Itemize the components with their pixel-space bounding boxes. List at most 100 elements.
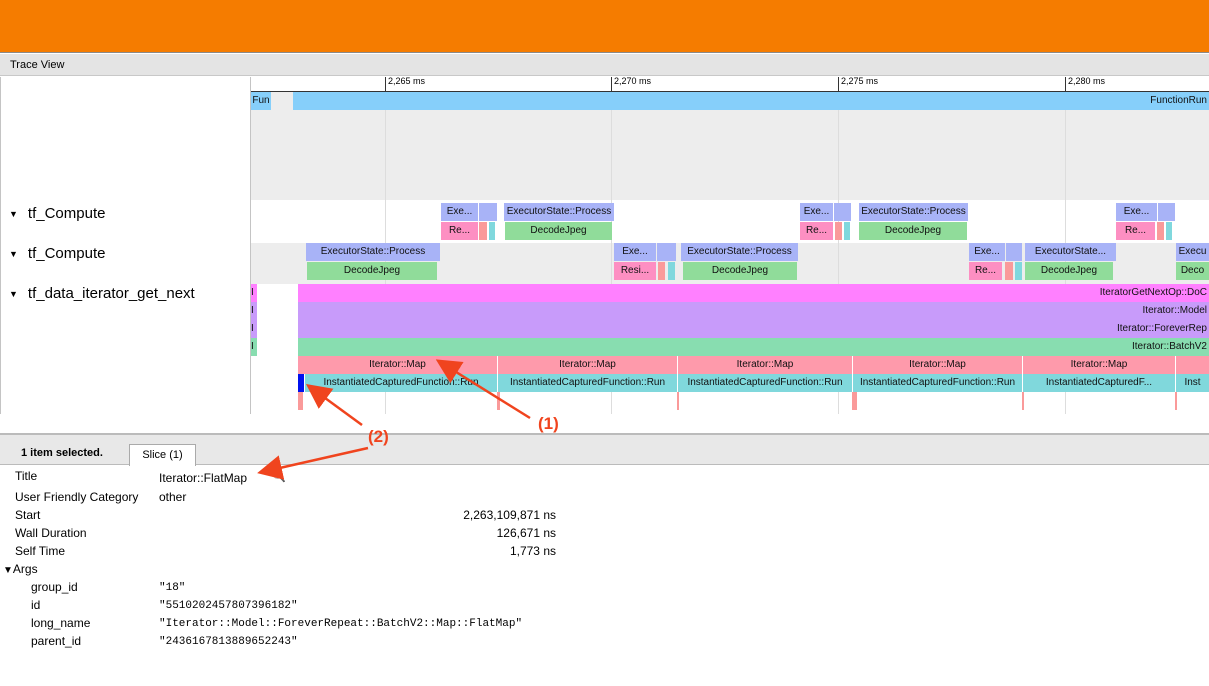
track-label: tf_Compute: [27, 245, 106, 262]
arg-value: "Iterator::Model::ForeverRepeat::BatchV2…: [159, 618, 523, 630]
trace-slice[interactable]: Exe...: [800, 203, 833, 221]
trace-slice[interactable]: InstantiatedCapturedFunction::Run: [498, 374, 677, 392]
time-ruler[interactable]: 2,265 ms 2,270 ms 2,275 ms 2,280 ms: [251, 77, 1209, 92]
app-header-bar: [0, 0, 1209, 53]
track-tf-compute-1[interactable]: ▼ tf_Compute: [9, 205, 105, 222]
trace-slice[interactable]: I: [251, 320, 257, 338]
trace-slice[interactable]: I: [251, 302, 257, 320]
arg-value: "5510202457807396182": [159, 600, 298, 612]
trace-slice[interactable]: FunctionRun: [293, 92, 1209, 110]
trace-slice[interactable]: Iterator::Model: [298, 302, 1209, 320]
trace-slice[interactable]: Iterator::Map: [678, 356, 852, 374]
trace-slice[interactable]: Exe...: [969, 243, 1005, 261]
annotation-label-1: (1): [538, 414, 559, 433]
trace-slice[interactable]: I: [251, 338, 257, 356]
details-panel: 1 item selected. Slice (1) Title Iterato…: [0, 433, 1209, 686]
prop-label-self-time: Self Time: [15, 544, 66, 558]
prop-value-title: Iterator::FlatMap: [159, 471, 248, 485]
trace-slice[interactable]: InstantiatedCapturedF...: [1023, 374, 1175, 392]
trace-slice[interactable]: Iterator::Map: [853, 356, 1022, 374]
selection-summary: 1 item selected.: [21, 447, 103, 459]
trace-slice[interactable]: [657, 243, 676, 261]
ruler-tick: 2,270 ms: [611, 77, 651, 91]
trace-slice[interactable]: ExecutorState...: [1025, 243, 1116, 261]
function-track-band: [251, 92, 1209, 200]
trace-slice[interactable]: Iterator::ForeverRep: [298, 320, 1209, 338]
trace-slice[interactable]: InstantiatedCapturedFunction::Run: [853, 374, 1022, 392]
trace-slice[interactable]: [1158, 203, 1175, 221]
trace-slice[interactable]: Iterator::Map: [298, 356, 497, 374]
prop-value-category: other: [159, 490, 187, 504]
trace-slice[interactable]: [852, 392, 857, 410]
trace-canvas[interactable]: Fun FunctionRun Exe... ExecutorState::Proce…: [251, 92, 1209, 414]
trace-slice[interactable]: [834, 203, 851, 221]
trace-slice[interactable]: InstantiatedCapturedFunction::Run: [305, 374, 497, 392]
selected-slice[interactable]: [298, 374, 304, 392]
track-tf-compute-2[interactable]: ▼ tf_Compute: [9, 245, 105, 262]
trace-slice[interactable]: Iterator::Map: [1023, 356, 1175, 374]
trace-slice[interactable]: [497, 392, 500, 410]
trace-slice[interactable]: [844, 222, 850, 240]
args-toggle[interactable]: ▼Args: [3, 562, 38, 576]
expand-triangle-icon[interactable]: ▼: [9, 248, 18, 259]
trace-slice[interactable]: [489, 222, 495, 240]
arg-value: "2436167813889652243": [159, 636, 298, 648]
trace-slice[interactable]: [1015, 262, 1022, 280]
trace-slice[interactable]: [1176, 356, 1209, 374]
trace-slice[interactable]: [1005, 262, 1013, 280]
trace-slice[interactable]: [479, 203, 497, 221]
expand-triangle-icon[interactable]: ▼: [9, 288, 18, 299]
trace-slice[interactable]: ExecutorState::Process: [306, 243, 440, 261]
tab-slice[interactable]: Slice (1): [129, 444, 196, 466]
trace-slice[interactable]: [1006, 243, 1022, 261]
trace-slice[interactable]: Exe...: [614, 243, 656, 261]
grid-line: [611, 92, 612, 414]
arg-value: "18": [159, 582, 186, 594]
trace-slice[interactable]: [668, 262, 675, 280]
trace-slice[interactable]: [1175, 392, 1177, 410]
trace-slice[interactable]: Exe...: [1116, 203, 1157, 221]
track-label: tf_Compute: [27, 205, 106, 222]
trace-slice[interactable]: DecodeJpeg: [683, 262, 797, 280]
trace-slice[interactable]: [1022, 392, 1024, 410]
trace-slice[interactable]: [298, 392, 303, 410]
trace-slice[interactable]: Re...: [800, 222, 833, 240]
trace-slice[interactable]: Iterator::BatchV2: [298, 338, 1209, 356]
trace-slice[interactable]: Exe...: [441, 203, 478, 221]
trace-slice[interactable]: DecodeJpeg: [307, 262, 437, 280]
trace-slice[interactable]: [658, 262, 665, 280]
trace-slice[interactable]: Resi...: [614, 262, 656, 280]
trace-slice[interactable]: [1157, 222, 1164, 240]
trace-slice[interactable]: DecodeJpeg: [505, 222, 612, 240]
grid-line: [838, 92, 839, 414]
trace-slice[interactable]: [1166, 222, 1172, 240]
panel-title: Trace View: [0, 54, 1209, 76]
trace-slice[interactable]: Execu: [1176, 243, 1209, 261]
trace-slice[interactable]: [479, 222, 487, 240]
arg-key: parent_id: [31, 634, 82, 648]
trace-slice[interactable]: [677, 392, 679, 410]
trace-slice[interactable]: DecodeJpeg: [859, 222, 967, 240]
trace-slice[interactable]: ExecutorState::Process: [859, 203, 968, 221]
trace-slice[interactable]: Fun: [251, 92, 271, 110]
trace-slice[interactable]: Deco: [1176, 262, 1209, 280]
trace-slice[interactable]: Iterator::Map: [498, 356, 677, 374]
trace-slice[interactable]: [835, 222, 842, 240]
trace-slice[interactable]: ExecutorState::Process: [504, 203, 614, 221]
args-label: Args: [12, 562, 38, 576]
prop-label-start: Start: [15, 508, 41, 522]
track-tf-data-iterator[interactable]: ▼ tf_data_iterator_get_next: [9, 285, 195, 302]
trace-slice[interactable]: Re...: [441, 222, 478, 240]
search-icon[interactable]: 🔍: [272, 471, 286, 483]
trace-slice[interactable]: InstantiatedCapturedFunction::Run: [678, 374, 852, 392]
expand-triangle-icon[interactable]: ▼: [9, 208, 18, 219]
trace-slice[interactable]: DecodeJpeg: [1025, 262, 1113, 280]
trace-slice[interactable]: Inst: [1176, 374, 1209, 392]
trace-slice[interactable]: Re...: [1116, 222, 1155, 240]
trace-slice[interactable]: I: [251, 284, 257, 302]
trace-slice[interactable]: ExecutorState::Process: [681, 243, 798, 261]
trace-slice[interactable]: Re...: [969, 262, 1002, 280]
trace-slice[interactable]: IteratorGetNextOp::DoC: [298, 284, 1209, 302]
annotation-label-2: (2): [368, 427, 389, 446]
prop-value-self-time: 1,773 ns: [509, 544, 556, 558]
